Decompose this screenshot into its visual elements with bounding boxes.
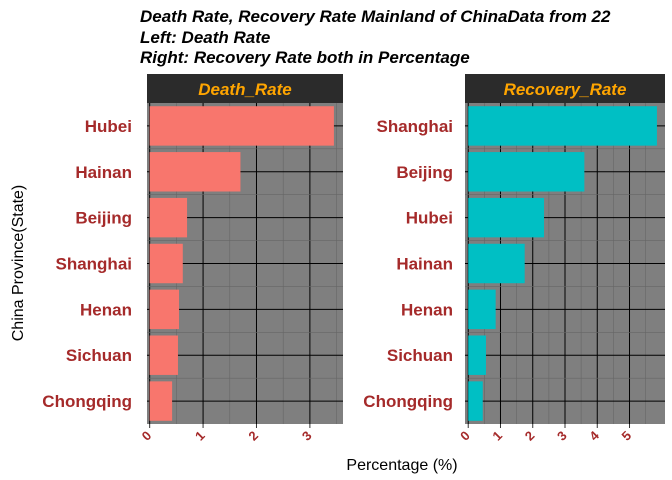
title-line-2: Left: Death Rate (140, 28, 270, 47)
x-tick-label: 0 (457, 428, 473, 444)
chart-title: Death Rate, Recovery Rate Mainland of Ch… (140, 7, 611, 67)
x-axis-title: Percentage (%) (346, 457, 457, 474)
bar (468, 243, 525, 284)
bar (468, 152, 585, 192)
recovery-rate-panel: Recovery_Rate Shanghai Beijing Hubei Hainan H… (363, 74, 665, 444)
category-label: Hubei (406, 209, 453, 228)
x-tick-label: 3 (554, 428, 570, 444)
bar (468, 335, 486, 375)
x-tick-label: 5 (618, 428, 634, 444)
category-label: Sichuan (66, 346, 132, 365)
category-label: Sichuan (387, 346, 453, 365)
x-tick-label: 1 (489, 428, 505, 444)
category-label: Shanghai (55, 255, 132, 274)
panel-strip-title: Recovery_Rate (504, 80, 627, 99)
category-label: Beijing (396, 163, 453, 182)
bar (468, 289, 496, 330)
title-line-1: Death Rate, Recovery Rate Mainland of Ch… (140, 7, 611, 26)
panel-strip-title: Death_Rate (198, 80, 292, 99)
bar (468, 381, 483, 421)
bar (468, 106, 657, 146)
bar (149, 152, 241, 192)
title-line-3: Right: Recovery Rate both in Percentage (140, 48, 470, 67)
bar (149, 243, 183, 284)
bar (149, 335, 178, 375)
x-tick-label: 0 (139, 428, 155, 444)
x-tick-label: 2 (245, 428, 261, 444)
category-label: Henan (80, 300, 132, 319)
category-label: Chongqing (363, 392, 453, 411)
category-label: Chongqing (42, 392, 132, 411)
x-tick-label: 3 (299, 428, 315, 444)
panel-strip (465, 74, 665, 103)
category-label: Hubei (85, 117, 132, 136)
death-rate-panel: Death_Rate Hubei Hainan Beijing Shanghai Hena… (42, 74, 343, 444)
bar (149, 197, 188, 238)
panel-strip (147, 74, 343, 103)
x-tick-label: 2 (522, 428, 538, 444)
category-label: Shanghai (376, 117, 453, 136)
bar (149, 289, 180, 330)
x-tick-label: 1 (192, 428, 208, 444)
category-label: Beijing (75, 209, 132, 228)
bar (149, 381, 173, 421)
y-axis-title: China Province(State) (10, 185, 27, 342)
bar (149, 106, 334, 146)
category-label: Hainan (396, 255, 453, 274)
category-label: Hainan (75, 163, 132, 182)
x-tick-label: 4 (586, 427, 602, 443)
category-label: Henan (401, 300, 453, 319)
bar (468, 197, 545, 238)
